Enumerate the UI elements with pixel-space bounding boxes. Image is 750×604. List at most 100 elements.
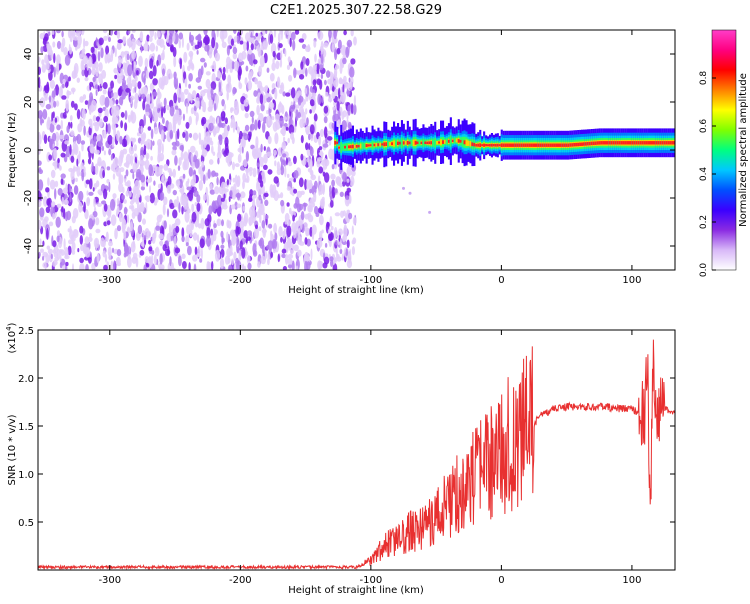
noise-cell: [73, 36, 79, 41]
noise-cell: [46, 198, 51, 206]
noise-cell: [270, 251, 274, 258]
noise-cell: [114, 47, 117, 58]
noise-cell: [289, 105, 295, 113]
noise-cell: [143, 114, 146, 126]
signal-cell: [539, 143, 542, 147]
noise-cell: [254, 119, 258, 131]
noise-cell: [187, 178, 190, 184]
noise-cell: [119, 135, 123, 145]
noise-cell: [183, 158, 189, 171]
noise-cell: [289, 37, 292, 48]
noise-cell: [211, 145, 214, 154]
noise-cell: [140, 44, 143, 53]
noise-cell: [326, 136, 333, 141]
noise-cell: [346, 178, 350, 183]
signal-cell: [671, 141, 674, 145]
signal-cell: [459, 139, 462, 143]
noise-cell: [144, 195, 149, 201]
noise-cell: [257, 119, 261, 130]
noise-cell: [199, 258, 203, 263]
noise-cell: [151, 93, 154, 104]
signal-cell: [530, 143, 533, 147]
noise-cell: [139, 31, 144, 42]
noise-cell: [152, 65, 157, 77]
noise-cell: [140, 146, 145, 157]
noise-cell: [91, 262, 96, 270]
noise-cell: [290, 249, 294, 255]
noise-cell: [287, 258, 293, 265]
y-tick-label: 2.5: [18, 326, 34, 337]
noise-cell: [81, 49, 85, 58]
signal-cell: [565, 143, 568, 147]
signal-cell: [483, 143, 486, 147]
noise-cell: [190, 145, 196, 153]
noise-cell: [241, 247, 246, 259]
noise-cell: [255, 32, 258, 37]
noise-cell: [265, 30, 268, 34]
signal-cell: [608, 141, 611, 145]
noise-cell: [53, 53, 56, 64]
noise-cell: [287, 219, 290, 227]
noise-cell: [329, 256, 334, 262]
noise-cell: [148, 36, 153, 42]
noise-cell: [98, 73, 103, 84]
noise-cell: [292, 214, 295, 222]
noise-cell: [84, 40, 89, 47]
noise-cell: [148, 108, 153, 119]
signal-cell: [393, 140, 396, 147]
noise-cell: [110, 260, 114, 270]
noise-cell: [229, 245, 233, 255]
noise-cell: [221, 132, 226, 140]
noise-cell: [94, 163, 99, 176]
noise-cell: [102, 129, 107, 139]
noise-cell: [329, 81, 333, 91]
noise-cell: [102, 82, 108, 90]
noise-cell: [178, 39, 181, 49]
noise-cell: [324, 243, 328, 248]
noise-cell: [244, 124, 250, 132]
noise-cell: [267, 240, 274, 251]
noise-cell: [117, 205, 120, 215]
noise-cell: [62, 187, 68, 195]
colorbar-label: Normalized spectral amplitude: [738, 73, 749, 227]
noise-cell: [60, 173, 66, 179]
noise-cell: [188, 72, 193, 82]
noise-cell: [169, 73, 173, 79]
noise-cell: [100, 47, 104, 59]
noise-cell: [38, 169, 43, 175]
noise-cell: [188, 189, 194, 202]
noise-cell: [76, 30, 82, 36]
noise-cell: [316, 238, 323, 249]
noise-cell: [341, 120, 347, 131]
signal-cell: [359, 143, 362, 149]
signal-cell: [673, 141, 675, 145]
noise-cell: [198, 165, 202, 175]
noise-cell: [168, 172, 174, 177]
noise-cell: [286, 30, 290, 36]
noise-cell: [109, 100, 114, 107]
signal-cell: [657, 141, 660, 145]
noise-cell: [76, 165, 81, 177]
spectrogram-x-ticks: -300 -200 -100 0 100: [98, 30, 641, 286]
signal-cell: [420, 141, 423, 145]
noise-cell: [75, 46, 78, 51]
signal-cell: [492, 144, 495, 147]
noise-cell: [206, 144, 210, 152]
signal-cell: [549, 143, 552, 147]
signal-cell: [541, 143, 544, 147]
noise-cell: [297, 227, 301, 238]
noise-cell: [234, 163, 240, 168]
signal-cell: [628, 141, 631, 145]
noise-cell: [283, 160, 287, 167]
y-tick-label: 0: [23, 147, 34, 153]
signal-cell: [430, 141, 433, 145]
noise-cell: [220, 230, 224, 238]
noise-cell: [61, 83, 65, 89]
noise-cell: [138, 55, 143, 67]
noise-cell: [299, 74, 305, 80]
noise-cell: [89, 123, 93, 129]
noise-cell: [61, 206, 64, 213]
noise-cell: [74, 103, 78, 111]
noise-cell: [142, 239, 145, 248]
